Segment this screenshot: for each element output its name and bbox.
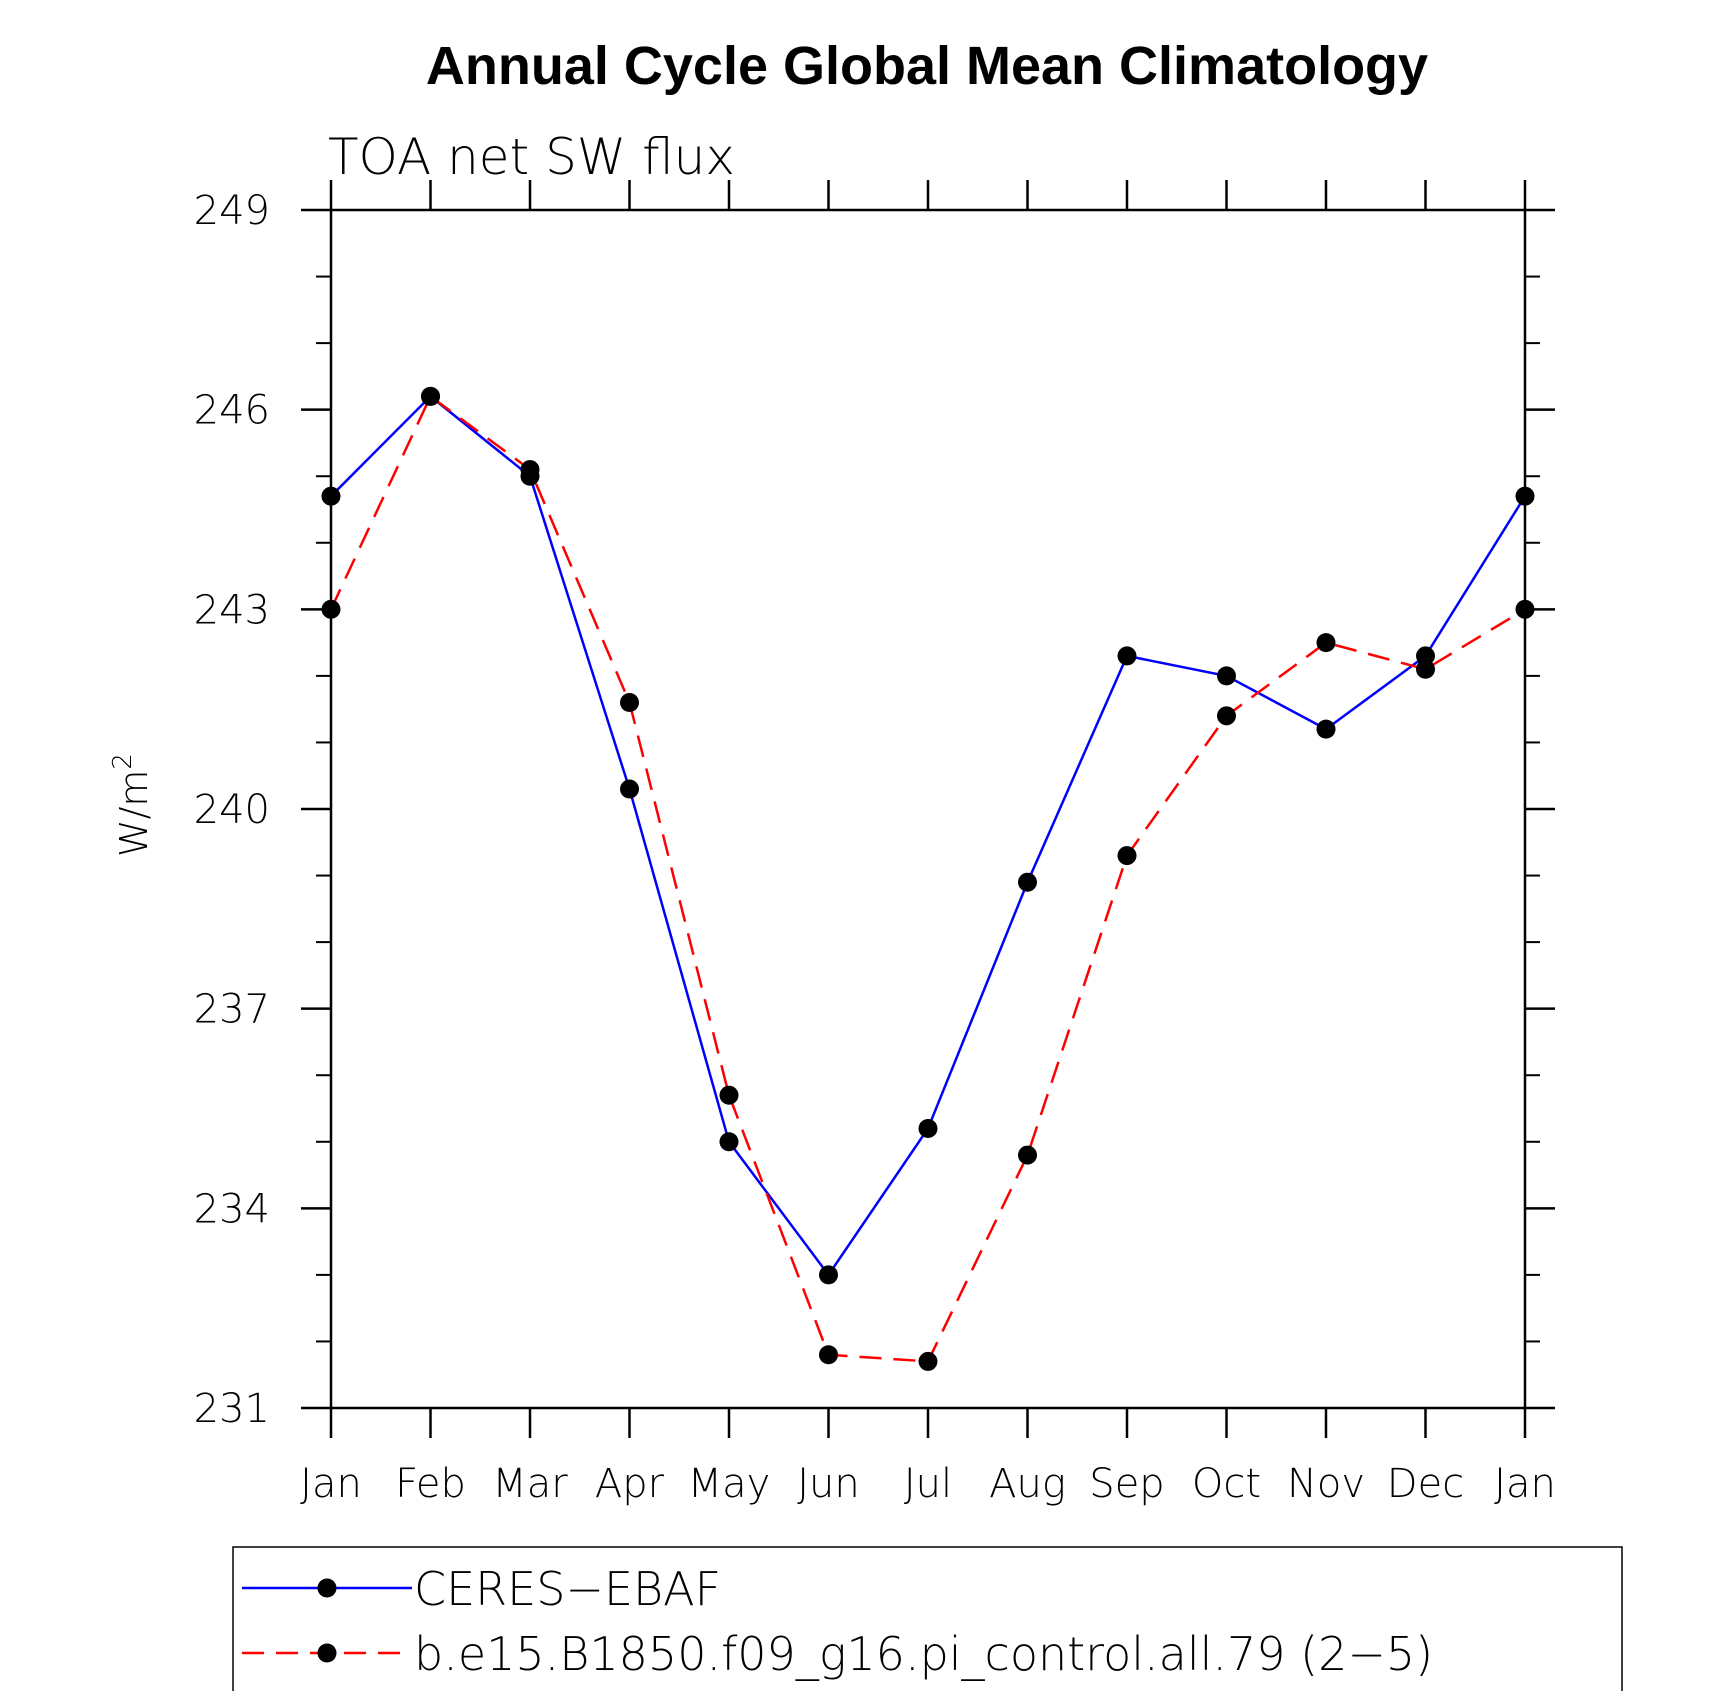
y-axis-label-text: W/m — [112, 770, 156, 857]
series-1-point — [1316, 719, 1336, 739]
y-tick-label: 240 — [194, 787, 270, 833]
legend-label-1: CERES−EBAF — [414, 1562, 721, 1616]
y-tick-label: 249 — [194, 188, 270, 234]
axis-tick-labels: Jan Feb Mar Apr May Jun Jul Aug Sep Oct Nov Dec Jan 2… — [194, 188, 1556, 1507]
series-2-point — [1117, 846, 1137, 866]
y-tick-label: 243 — [194, 587, 270, 633]
y-tick-label: 234 — [194, 1186, 270, 1232]
x-tick-label: Aug — [989, 1461, 1066, 1507]
series-2-point — [1018, 1145, 1037, 1165]
axis-ticks — [301, 180, 1555, 1438]
series-2-point — [819, 1345, 838, 1365]
y-tick-label: 231 — [194, 1386, 270, 1432]
series-1-point — [918, 1118, 938, 1138]
series-1-point — [1217, 666, 1236, 686]
y-tick-label: 246 — [194, 388, 270, 434]
x-tick-label: Apr — [595, 1461, 665, 1507]
x-tick-label: Nov — [1287, 1461, 1365, 1507]
x-tick-label: Jul — [904, 1461, 952, 1507]
legend-marker-1 — [317, 1578, 337, 1598]
x-tick-label: Mar — [492, 1461, 568, 1507]
series-line-2 — [329, 394, 1526, 1363]
x-tick-label: Feb — [395, 1461, 466, 1507]
svg-text:W/m2: W/m2 — [108, 753, 156, 857]
series-2-point — [1217, 706, 1236, 726]
series-1-point — [1416, 646, 1435, 666]
chart-subtitle: TOA net SW flux — [328, 128, 735, 186]
series-1-point — [321, 486, 341, 506]
plot-frame — [329, 208, 1527, 1410]
legend-box — [232, 1546, 1623, 1691]
series-1-point — [620, 779, 639, 799]
series-2-point — [321, 599, 341, 619]
legend: CERES−EBAF b.e15.B1850.f09_g16.pi_control… — [232, 1546, 1623, 1691]
legend-marker-2 — [317, 1643, 337, 1663]
chart-title: Annual Cycle Global Mean Climatology — [426, 36, 1428, 96]
series-2-point — [1515, 599, 1535, 619]
x-tick-label: Dec — [1387, 1461, 1464, 1507]
x-tick-label: Jan — [1494, 1461, 1556, 1507]
legend-items: CERES−EBAF b.e15.B1850.f09_g16.pi_control… — [242, 1562, 1433, 1681]
series-2-point — [620, 693, 639, 713]
series-2-point — [520, 460, 540, 480]
x-tick-label: Jan — [300, 1461, 362, 1507]
series-1-point — [1117, 646, 1137, 666]
x-tick-label: May — [688, 1461, 771, 1507]
y-axis-label: W/m2 — [108, 753, 156, 857]
series-2-point — [1416, 659, 1435, 679]
series-layer — [321, 386, 1535, 1371]
series-1-point — [819, 1265, 838, 1285]
x-tick-label: Oct — [1192, 1461, 1261, 1507]
series-1-point — [1515, 486, 1535, 506]
x-tick-label: Jun — [797, 1461, 860, 1507]
y-tick-label: 237 — [194, 987, 270, 1033]
y-axis-label-superscript: 2 — [108, 753, 138, 770]
series-2-point — [421, 386, 440, 406]
legend-label-2: b.e15.B1850.f09_g16.pi_control.all.79 (2… — [414, 1627, 1433, 1681]
series-2-point — [719, 1085, 739, 1105]
series-2-point — [1316, 633, 1336, 653]
series-1-point — [1018, 872, 1037, 892]
series-2-point — [918, 1351, 938, 1371]
series-line-1 — [330, 394, 1527, 1278]
x-tick-label: Sep — [1089, 1461, 1164, 1507]
series-1-point — [719, 1132, 739, 1152]
